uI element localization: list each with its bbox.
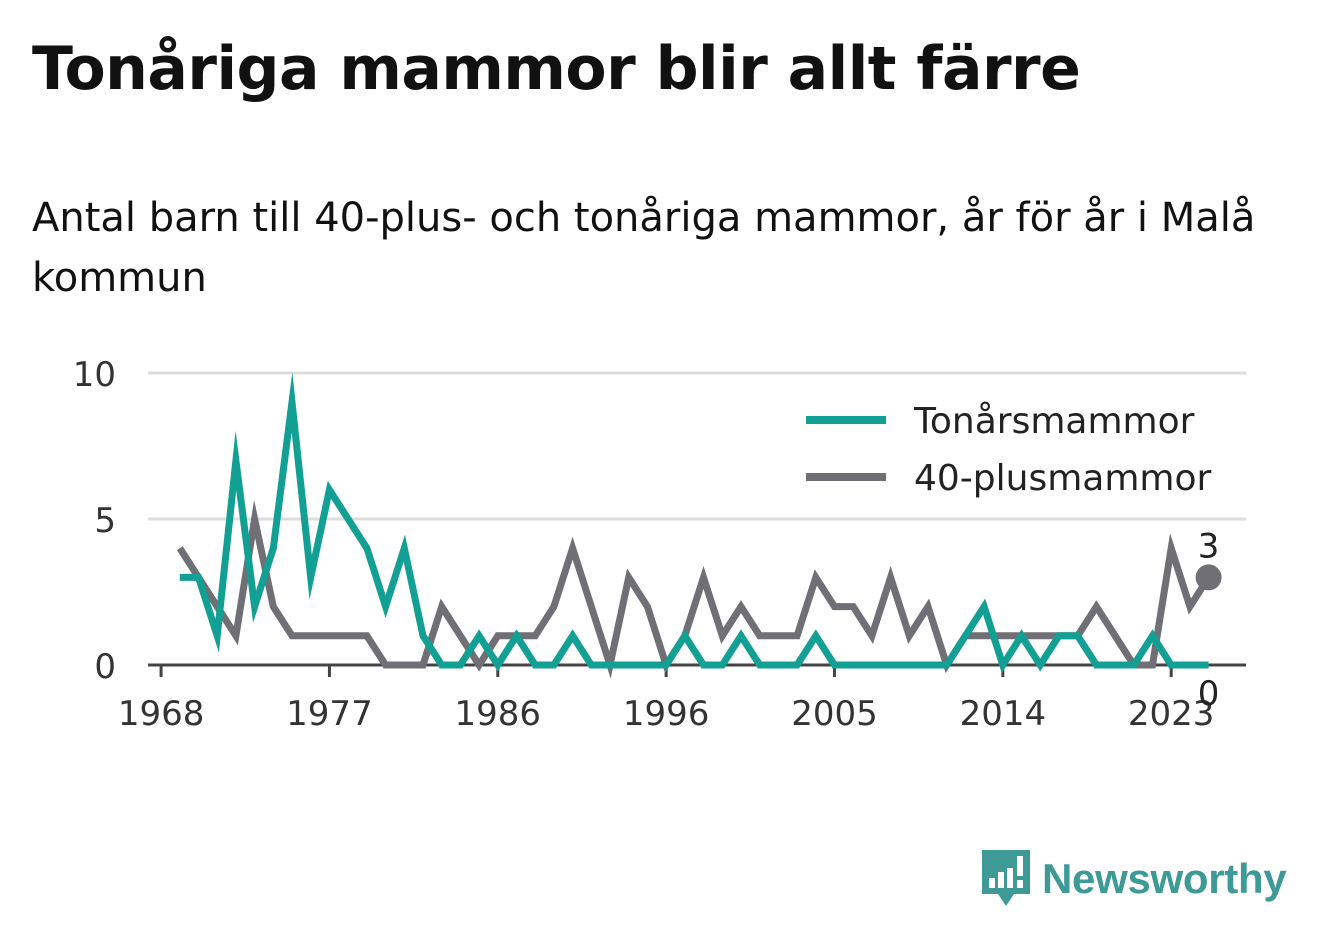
y-tick-label: 0 (94, 647, 116, 687)
legend-label: Tonårsmammor (913, 401, 1195, 442)
chart-title: Tonåriga mammor blir allt färre (32, 34, 1081, 104)
series-lines (176, 372, 1212, 679)
x-tick-label: 2014 (960, 694, 1047, 734)
x-tick-label: 1986 (455, 694, 542, 734)
y-tick-label: 5 (94, 501, 116, 541)
legend: Tonårsmammor 40-plusmammor (806, 401, 1212, 499)
y-axis-ticks: 0 5 10 (73, 355, 116, 687)
x-axis-ticks: 1968 1977 1986 1996 2005 2014 2023 (118, 665, 1215, 734)
series-line-1 (176, 499, 1212, 679)
x-tick-label: 1968 (118, 694, 205, 734)
newsworthy-logo-icon (982, 850, 1030, 906)
x-tick-label: 2023 (1128, 694, 1215, 734)
series-line-0 (179, 372, 1209, 674)
end-labels: 30 (1195, 526, 1222, 714)
x-tick-label: 1996 (623, 694, 710, 734)
end-label-40plus: 3 (1198, 526, 1220, 566)
x-tick-label: 1977 (286, 694, 373, 734)
chart-subtitle: Antal barn till 40-plus- och tonåriga ma… (32, 195, 1256, 301)
brand-logo: Newsworthy (980, 848, 1287, 910)
gridlines (148, 371, 1246, 667)
end-label-teen: 0 (1198, 674, 1220, 714)
legend-label: 40-plusmammor (914, 458, 1212, 499)
brand-name: Newsworthy (1042, 855, 1287, 902)
end-marker-40plus (1195, 564, 1222, 591)
y-tick-label: 10 (73, 355, 116, 395)
x-tick-label: 2005 (791, 694, 878, 734)
